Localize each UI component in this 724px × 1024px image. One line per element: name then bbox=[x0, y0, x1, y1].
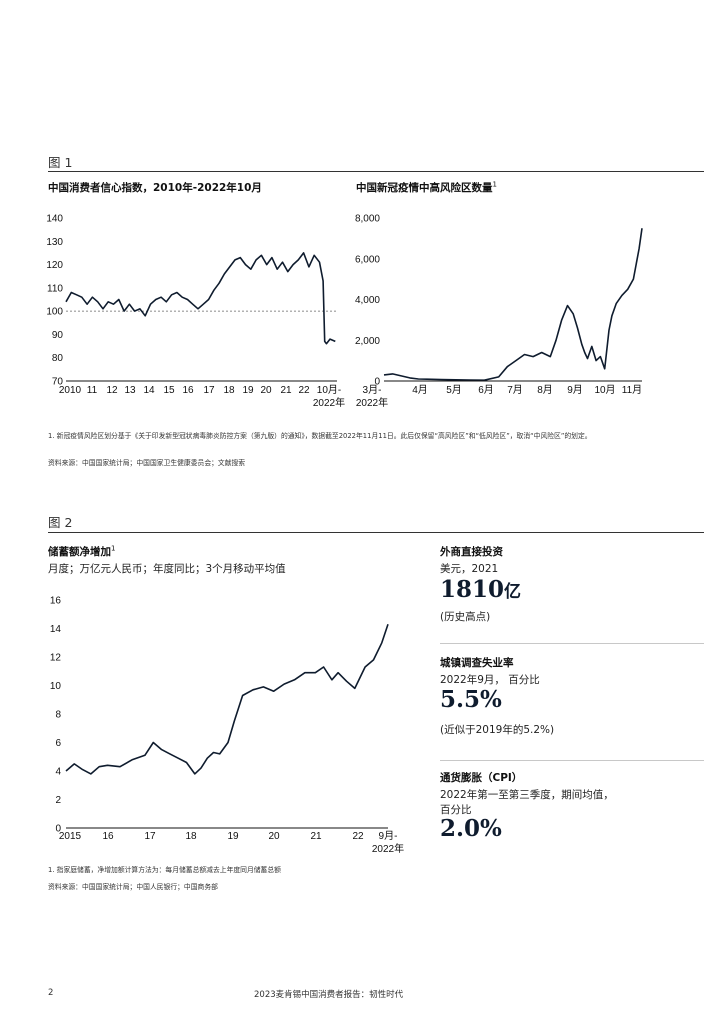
x-tick-label: 14 bbox=[143, 385, 155, 396]
y-tick-label: 120 bbox=[46, 260, 63, 271]
y-tick-label: 6,000 bbox=[355, 254, 380, 265]
x-tick-label: 17 bbox=[144, 831, 156, 842]
figure1-source: 资料来源：中国国家统计局；中国国家卫生健康委员会；文献搜索 bbox=[48, 459, 246, 467]
y-tick-label: 4,000 bbox=[355, 295, 380, 306]
y-tick-label: 12 bbox=[50, 653, 62, 664]
covid-risk-areas-footnote-ref: 1 bbox=[492, 180, 497, 189]
x-tick-label: 22 bbox=[352, 831, 364, 842]
x-tick-label: 3月- bbox=[363, 384, 382, 396]
savings-title-text: 储蓄额净增加 bbox=[48, 546, 111, 558]
savings-line bbox=[65, 623, 389, 775]
x-tick-label: 4月 bbox=[412, 384, 428, 396]
y-tick-label: 6 bbox=[55, 738, 61, 749]
stat-unemployment-subtitle: 2022年9月， 百分比 bbox=[440, 674, 540, 686]
y-tick-label: 100 bbox=[46, 307, 63, 318]
y-tick-label: 140 bbox=[46, 214, 63, 225]
stat-divider-2 bbox=[440, 760, 704, 761]
figure1-divider bbox=[48, 171, 704, 172]
x-tick-label: 5月 bbox=[446, 384, 462, 396]
stat-divider-1 bbox=[440, 643, 704, 644]
y-tick-label: 0 bbox=[374, 377, 380, 388]
figure1-footnote: 1. 新冠疫情风险区划分基于《关于印发新型冠状病毒肺炎防控方案（第九版）的通知》… bbox=[48, 432, 592, 440]
x-tick-label: 15 bbox=[163, 385, 175, 396]
confidence-index-line bbox=[65, 252, 336, 345]
x-tick-label: 13 bbox=[124, 385, 136, 396]
y-tick-label: 110 bbox=[47, 283, 63, 294]
x-tick-label: 9月 bbox=[567, 384, 583, 396]
figure2-label: 图 2 bbox=[48, 515, 73, 530]
x-tick-label: 11 bbox=[87, 385, 98, 396]
figure2-divider bbox=[48, 532, 704, 533]
y-tick-label: 8 bbox=[55, 710, 61, 721]
y-tick-label: 10 bbox=[50, 681, 62, 692]
covid-risk-areas-chart: 8,000 6,000 4,000 2,000 0 3月-2022年 4月 5月 6月 7月 8月… bbox=[355, 214, 643, 409]
stat-unemployment-number: 5.5% bbox=[440, 686, 502, 713]
x-tick-label: 16 bbox=[182, 385, 194, 396]
stat-fdi-subtitle: 美元，2021 bbox=[440, 563, 499, 575]
consumer-confidence-chart: 140 130 120 110 100 90 80 70 2010 11 12 13 14 15 16 17… bbox=[46, 214, 345, 410]
stat-cpi-subtitle-1: 2022年第一至第三季度，期间均值， bbox=[440, 789, 614, 801]
figure2-source: 资料来源：中国国家统计局；中国人民银行；中国商务部 bbox=[48, 883, 218, 891]
y-tick-label: 16 bbox=[50, 596, 62, 607]
y-tick-label: 90 bbox=[52, 330, 64, 341]
stat-cpi-title: 通货膨胀（CPI） bbox=[440, 772, 523, 784]
stat-fdi-note: (历史高点) bbox=[440, 611, 491, 623]
page-number: 2 bbox=[48, 988, 54, 998]
y-tick-label: 0 bbox=[55, 824, 61, 835]
x-tick-label: 17 bbox=[203, 385, 215, 396]
x-tick-label: 16 bbox=[102, 831, 114, 842]
y-tick-label: 2,000 bbox=[355, 336, 380, 347]
x-tick-label: 19 bbox=[242, 385, 254, 396]
x-tick-label: 12 bbox=[106, 385, 118, 396]
x-tick-label: 18 bbox=[223, 385, 235, 396]
x-tick-label: 21 bbox=[310, 831, 322, 842]
x-tick-label: 18 bbox=[185, 831, 197, 842]
x-tick-label: 6月 bbox=[478, 384, 494, 396]
y-tick-label: 14 bbox=[50, 624, 62, 635]
x-tick-label: 22 bbox=[298, 385, 310, 396]
savings-subtitle: 月度；万亿元人民币；年度同比；3个月移动平均值 bbox=[48, 563, 286, 575]
x-tick-label: 2010 bbox=[59, 385, 82, 396]
covid-risk-areas-title: 中国新冠疫情中高风险区数量1 bbox=[356, 180, 497, 195]
y-tick-label: 80 bbox=[52, 353, 64, 364]
x-tick-label: 2022年 bbox=[313, 396, 345, 409]
stat-cpi-subtitle-2: 百分比 bbox=[440, 804, 472, 816]
y-tick-label: 2 bbox=[55, 795, 61, 806]
x-tick-label: 20 bbox=[268, 831, 280, 842]
stat-fdi-number: 1810 bbox=[440, 576, 505, 603]
risk-areas-line bbox=[383, 228, 643, 381]
report-title: 2023麦肯锡中国消费者报告：韧性时代 bbox=[254, 990, 404, 1000]
x-tick-label: 21 bbox=[280, 385, 292, 396]
x-tick-label: 10月 bbox=[594, 384, 615, 396]
y-tick-label: 130 bbox=[46, 237, 63, 248]
stat-cpi-number: 2.0% bbox=[440, 815, 502, 842]
y-tick-label: 4 bbox=[55, 767, 61, 778]
consumer-confidence-title: 中国消费者信心指数，2010年-2022年10月 bbox=[48, 182, 262, 194]
stat-fdi-unit: 亿 bbox=[504, 582, 522, 602]
x-tick-label: 10月- bbox=[317, 384, 341, 396]
stat-unemployment-note: (近似于2019年的5.2%) bbox=[440, 724, 555, 736]
covid-risk-areas-title-text: 中国新冠疫情中高风险区数量 bbox=[356, 182, 493, 194]
x-tick-label: 2022年 bbox=[356, 396, 388, 409]
figure1-label: 图 1 bbox=[48, 155, 73, 170]
x-tick-label: 2015 bbox=[59, 831, 82, 842]
y-tick-label: 70 bbox=[52, 377, 64, 388]
x-tick-label: 7月 bbox=[507, 384, 523, 396]
figure2-footnote: 1. 指家庭储蓄，净增加额计算方法为：每月储蓄总额减去上年度同月储蓄总额 bbox=[48, 866, 281, 874]
y-tick-label: 8,000 bbox=[355, 214, 380, 225]
stat-fdi-value: 1810亿 bbox=[440, 576, 521, 603]
x-tick-label: 8月 bbox=[537, 384, 553, 396]
x-tick-label: 20 bbox=[260, 385, 272, 396]
savings-title: 储蓄额净增加1 bbox=[48, 544, 115, 559]
x-tick-label: 11月 bbox=[622, 384, 642, 396]
x-tick-label: 9月- bbox=[379, 830, 398, 842]
savings-footnote-ref: 1 bbox=[111, 544, 116, 553]
stat-unemployment-title: 城镇调查失业率 bbox=[440, 657, 514, 669]
x-tick-label: 2022年 bbox=[372, 842, 404, 855]
x-tick-label: 19 bbox=[227, 831, 239, 842]
stat-fdi-title: 外商直接投资 bbox=[440, 546, 503, 558]
